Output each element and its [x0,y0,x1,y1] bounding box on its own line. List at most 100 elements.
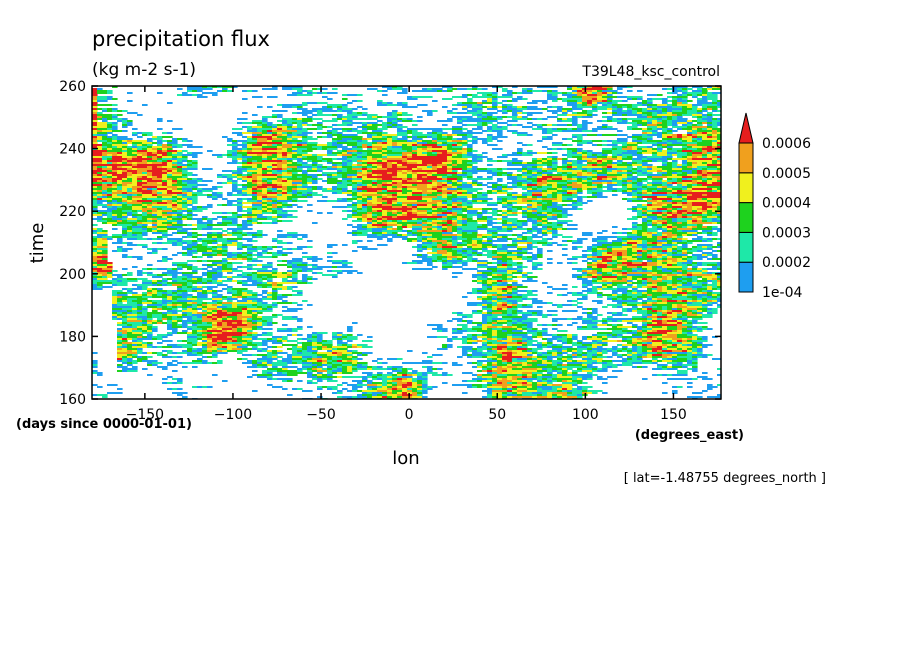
field-cell [572,136,578,138]
field-cell [297,120,303,122]
field-cell [302,186,308,188]
field-cell [112,156,118,158]
field-cell [542,180,548,182]
field-cell [322,106,328,108]
field-cell [352,170,358,172]
field-cell [712,92,718,94]
field-cell [617,182,623,184]
field-cell [577,178,583,180]
field-cell [92,140,98,142]
field-cell [672,140,678,142]
field-cell [657,104,663,106]
field-cell [577,198,583,200]
field-cell [392,110,398,112]
field-cell [327,180,333,182]
field-cell [437,142,443,144]
field-cell [142,160,148,162]
field-cell [482,200,488,202]
field-cell [457,182,463,184]
field-cell [707,130,713,132]
field-cell [557,130,563,132]
field-cell [467,166,473,168]
field-cell [492,108,498,110]
field-cell [92,138,98,140]
field-cell [522,118,528,120]
field-cell [402,196,408,198]
field-cell [627,122,633,124]
field-cell [697,176,703,178]
field-cell [617,166,623,168]
field-cell [612,170,618,172]
field-cell [332,134,338,136]
field-cell [372,190,378,192]
field-cell [502,96,508,98]
field-cell [512,116,518,118]
field-cell [412,164,418,166]
field-cell [522,152,528,154]
field-cell [572,184,578,186]
field-cell [322,174,328,176]
field-cell [147,162,153,164]
field-cell [382,142,388,144]
field-cell [127,162,133,164]
field-cell [92,162,98,164]
field-cell [542,136,548,138]
field-cell [657,112,663,114]
field-cell [132,128,138,130]
field-cell [617,96,623,98]
field-cell [462,120,468,122]
field-cell [412,96,418,98]
field-cell [632,158,638,160]
field-cell [422,198,428,200]
field-cell [377,142,383,144]
field-cell [522,200,528,202]
field-cell [277,196,283,198]
field-cell [597,180,603,182]
field-cell [402,180,408,182]
field-cell [92,108,98,110]
field-cell [502,110,508,112]
field-cell [167,192,173,194]
field-cell [472,182,478,184]
field-cell [357,136,363,138]
field-cell [142,196,148,198]
field-cell [292,106,298,108]
field-cell [492,94,498,96]
field-cell [422,182,428,184]
field-cell [447,156,453,158]
field-cell [637,186,643,188]
field-cell [247,148,253,150]
field-cell [397,132,403,134]
field-cell [667,134,673,136]
field-cell [422,110,428,112]
field-cell [267,200,273,202]
field-cell [247,156,253,158]
field-cell [372,186,378,188]
field-cell [507,120,513,122]
field-cell [352,142,358,144]
field-cell [432,128,438,130]
field-cell [302,122,308,124]
field-cell [242,154,248,156]
field-cell [462,172,468,174]
field-cell [382,158,388,160]
field-cell [537,170,543,172]
field-cell [422,140,428,142]
field-cell [307,94,313,96]
field-cell [437,150,443,152]
field-cell [377,132,383,134]
field-cell [167,196,173,198]
field-cell [347,176,353,178]
field-cell [662,174,668,176]
field-cell [507,116,513,118]
field-cell [702,122,708,124]
field-cell [312,176,318,178]
field-cell [512,130,518,132]
field-cell [172,168,178,170]
field-cell [642,132,648,134]
field-cell [617,162,623,164]
field-cell [347,162,353,164]
field-cell [597,88,603,90]
field-cell [652,198,658,200]
field-cell [632,126,638,128]
